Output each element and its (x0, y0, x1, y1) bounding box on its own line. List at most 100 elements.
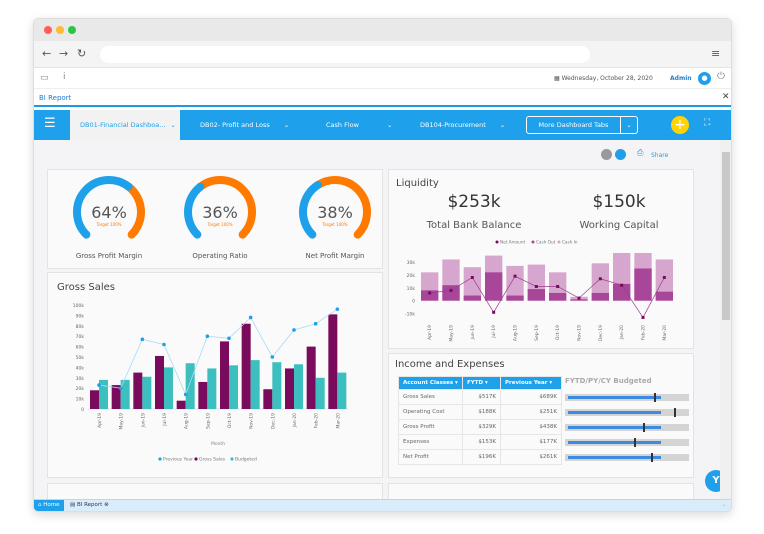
gauge-target: Target 100% (95, 222, 121, 227)
close-window-button[interactable] (44, 26, 52, 34)
chevron-down-icon: ⌄ (499, 121, 506, 129)
url-input[interactable] (100, 46, 590, 63)
y-tick-label: 90k (76, 313, 85, 319)
avatar[interactable]: ● (698, 72, 711, 85)
user-avatar (615, 149, 626, 160)
folder-icon[interactable]: ▭ (40, 73, 49, 83)
tab-cash-flow[interactable]: Cash Flow ⌄ (316, 110, 406, 140)
share-icon[interactable]: ⎙ (637, 148, 644, 157)
app-toolbar: ▭ i ▦ Wednesday, October 28, 2020 Admin … (34, 69, 731, 89)
x-tick-label: Apr-19 (97, 413, 103, 428)
share-button[interactable]: Share (651, 152, 669, 159)
net-amount-point (662, 275, 666, 279)
y-tick-label: 30k (76, 376, 85, 382)
user-name[interactable]: Admin (670, 75, 692, 82)
bullet-charts (565, 390, 689, 465)
net-amount-point (449, 288, 453, 292)
bullet-marker (634, 438, 637, 447)
tab-label: DB02- Profit and Loss (200, 121, 270, 129)
hamburger-icon[interactable]: ☰ (44, 116, 56, 131)
add-icon[interactable]: + (671, 116, 689, 134)
col-account[interactable]: Account Classes ▾ (398, 376, 463, 390)
net-amount-point (577, 296, 581, 300)
address-bar-row: ← → ↻ ≡ (34, 41, 731, 68)
bi-report-task-button[interactable]: ▤ BI Report ⊗ (70, 502, 109, 508)
budgeted-bar (99, 379, 108, 409)
previous-year-point (270, 355, 275, 359)
x-tick-label: Mar-20 (662, 325, 668, 341)
col-fytd[interactable]: FYTD ▾ (462, 376, 501, 390)
gross-sales-bar (220, 341, 229, 409)
x-tick-label: Oct-19 (555, 325, 561, 340)
table-row[interactable]: Net Profit $196K $261K (398, 449, 562, 465)
power-icon[interactable]: ⏻ (717, 71, 725, 82)
dashboard-content: ⎙ Share 64% Target 100% Gross Profit Margi… (34, 140, 727, 503)
info-icon[interactable]: i (63, 72, 66, 82)
legend-label: Cash In (562, 240, 578, 245)
cash-in-bar (463, 267, 481, 301)
cell-fytd: $329K (462, 419, 501, 435)
cash-out-bar (421, 290, 439, 301)
kpi-gauges-panel: 64% Target 100% Gross Profit Margin 36% Targ… (47, 169, 383, 269)
back-icon[interactable]: ← (42, 47, 52, 60)
cash-out-bar (655, 291, 673, 301)
table-row[interactable]: Expenses $153K $177K (398, 434, 562, 450)
table-row[interactable]: Operating Cost $188K $251K (398, 404, 562, 420)
tab-db02[interactable]: DB02- Profit and Loss ⌄ (190, 110, 300, 140)
y-tick-label: 50k (76, 355, 85, 361)
table-row[interactable]: Gross Sales $517K $689K (398, 389, 562, 405)
gauge-label: Operating Ratio (192, 252, 247, 260)
reload-icon[interactable]: ↻ (77, 47, 87, 60)
cell-fytd: $153K (462, 434, 501, 450)
cash-in-bar (506, 265, 524, 301)
table-row[interactable]: Gross Profit $329K $438K (398, 419, 562, 435)
gross-sales-bar (176, 400, 186, 409)
gross-sales-bar (328, 314, 338, 409)
close-icon[interactable]: ✕ (722, 92, 730, 102)
gross-sales-title: Gross Sales (57, 282, 115, 293)
income-title: Income and Expenses (395, 359, 505, 370)
previous-year-point (140, 337, 145, 342)
x-tick-label: Jun-19 (140, 413, 146, 429)
budgeted-bar (294, 364, 303, 409)
gross-sales-bar (90, 390, 99, 409)
tab-db104[interactable]: DB104-Procurement ⌄ (410, 110, 520, 140)
net-amount-point (428, 291, 432, 295)
gauge-value-arc (73, 176, 133, 239)
gross-sales-bar (111, 385, 121, 409)
minimize-window-button[interactable] (56, 26, 64, 34)
bullet-fytd-bar (568, 441, 661, 444)
forward-icon[interactable]: → (59, 47, 69, 60)
cell-fytd: $196K (462, 449, 501, 465)
bullet-chart (565, 420, 689, 435)
more-tabs-dropdown[interactable]: More Dashboard Tabs ⌄ (526, 116, 638, 134)
income-expenses-panel: Income and Expenses Account Classes ▾ FY… (388, 353, 694, 478)
app-title: BI Report (39, 94, 72, 102)
gauge-remaining-arc (313, 176, 371, 239)
previous-year-point (335, 307, 340, 311)
cell-py: $438K (500, 419, 562, 435)
chevron-down-icon: ⌄ (170, 121, 176, 129)
collapse-icon[interactable]: ⌄ (722, 502, 727, 508)
net-amount-point (620, 283, 624, 287)
x-tick-label: Aug-19 (184, 413, 190, 429)
cell-fytd: $188K (462, 404, 501, 420)
x-tick-label: Sep-19 (205, 413, 211, 429)
tab-db01[interactable]: DB01-Financial Dashboa... ⌄ (70, 110, 180, 140)
fullscreen-icon[interactable]: ⛶ (704, 118, 711, 128)
bank-balance-value: $253k (447, 192, 501, 212)
home-task-button[interactable]: ⌂ Home (34, 500, 64, 511)
scrollbar[interactable] (720, 140, 731, 499)
menu-icon[interactable]: ≡ (711, 47, 721, 60)
chevron-down-icon: ⌄ (386, 121, 393, 129)
cash-in-bar (591, 263, 609, 301)
col-previous-year[interactable]: Previous Year ▾ (500, 376, 562, 390)
cash-out-bar (549, 292, 567, 301)
bullet-chart (565, 390, 689, 405)
x-tick-label: Jan-20 (292, 413, 298, 428)
scrollbar-thumb[interactable] (722, 152, 730, 320)
legend-marker (194, 457, 198, 461)
previous-year-point (313, 321, 318, 326)
maximize-window-button[interactable] (68, 26, 76, 34)
gross-sales-bar (306, 346, 316, 409)
